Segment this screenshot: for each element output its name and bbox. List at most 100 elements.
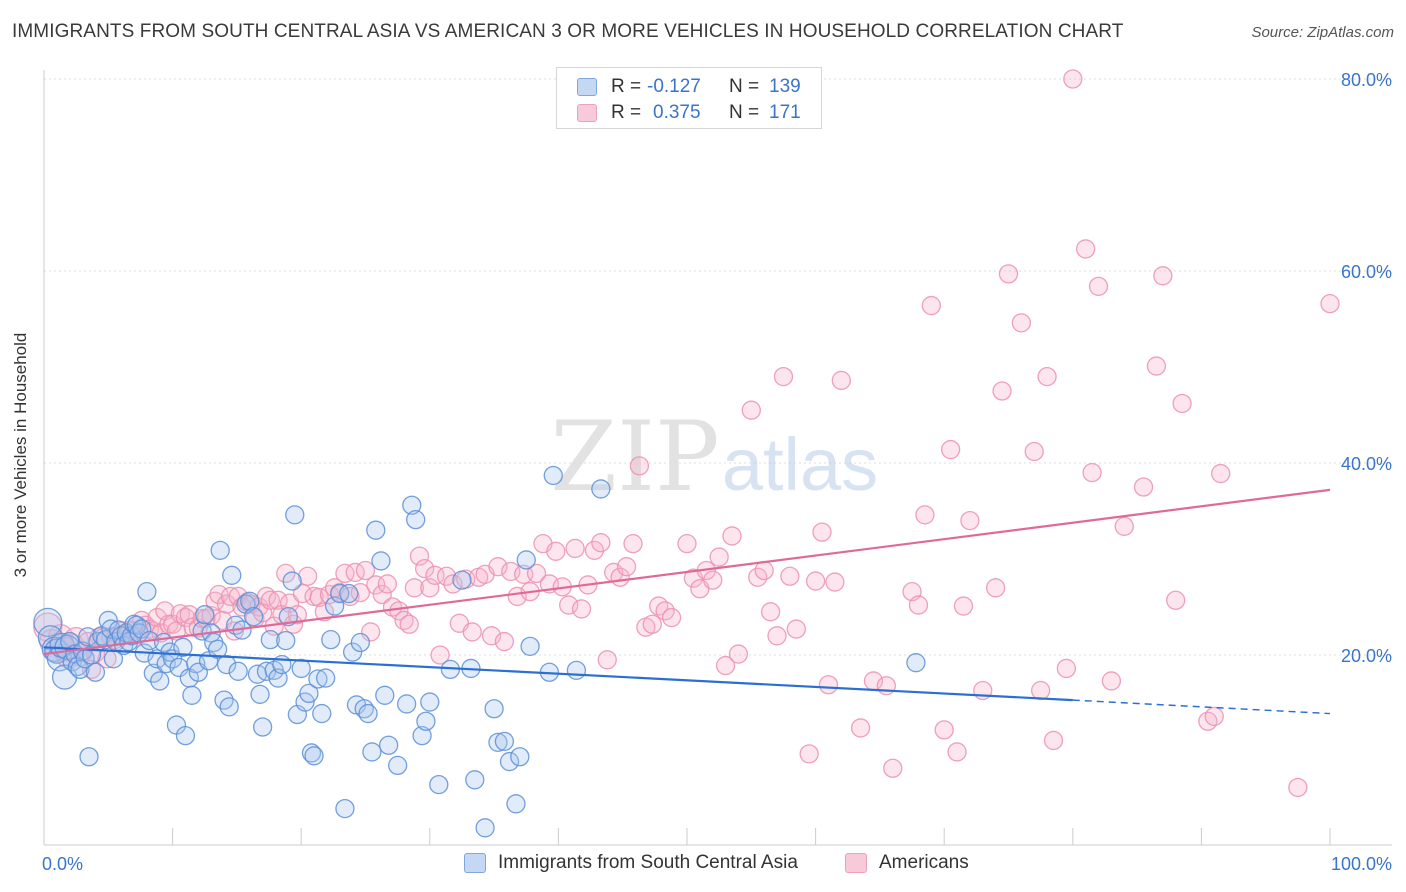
y-tick-label: 20.0% <box>1341 646 1392 666</box>
legend-row-immigrants: R = -0.127 N = 139 <box>577 75 817 101</box>
data-point <box>661 607 682 628</box>
data-point <box>412 725 432 746</box>
data-point <box>250 684 270 705</box>
data-point <box>566 660 587 681</box>
data-point <box>591 533 611 553</box>
data-point <box>452 570 472 590</box>
data-point <box>404 578 425 598</box>
data-point <box>488 732 508 753</box>
legend-row-americans: R = 0.375 N = 171 <box>577 101 817 127</box>
data-point <box>767 626 787 646</box>
data-point <box>571 599 592 619</box>
legend-r-label: R = <box>611 76 642 97</box>
data-point <box>906 653 926 673</box>
data-point <box>276 630 296 651</box>
legend-swatch-blue <box>577 78 597 96</box>
data-point <box>475 818 495 838</box>
y-axis-label: 3 or more Vehicles in Household <box>11 332 30 578</box>
data-point <box>754 560 774 581</box>
data-point <box>312 703 332 724</box>
data-point <box>773 366 794 387</box>
data-point <box>243 606 264 627</box>
data-point <box>921 295 941 316</box>
data-point <box>1146 356 1167 376</box>
data-point <box>436 566 457 586</box>
data-point <box>799 744 819 764</box>
data-point <box>506 794 526 814</box>
data-point <box>484 699 504 719</box>
data-point <box>415 558 435 579</box>
data-point <box>420 692 440 712</box>
data-point <box>1211 463 1231 484</box>
data-point <box>516 550 536 570</box>
trend-line-americans <box>43 488 1331 656</box>
data-point <box>282 571 302 591</box>
data-point <box>182 685 202 705</box>
data-point <box>409 546 430 566</box>
data-point <box>992 381 1012 401</box>
data-point <box>375 685 395 705</box>
data-point <box>940 439 961 460</box>
data-point <box>960 510 980 531</box>
data-point <box>462 622 482 642</box>
data-point <box>786 619 806 639</box>
data-point <box>520 636 540 657</box>
chart-title: IMMIGRANTS FROM SOUTH CENTRAL ASIA VS AM… <box>12 21 1124 42</box>
data-point <box>372 584 392 605</box>
data-point <box>915 505 935 525</box>
data-point <box>324 596 345 616</box>
data-point <box>565 538 585 559</box>
data-point <box>760 602 781 622</box>
data-point <box>883 758 903 778</box>
data-point <box>850 718 871 738</box>
data-point <box>623 533 643 554</box>
data-point <box>1153 266 1173 286</box>
data-point <box>947 742 967 762</box>
data-point <box>335 798 355 819</box>
data-point <box>1076 239 1096 259</box>
data-point <box>584 540 605 561</box>
y-tick-label: 40.0% <box>1341 454 1392 474</box>
data-point <box>831 370 851 391</box>
data-point <box>79 747 99 767</box>
data-point <box>85 662 106 682</box>
data-point <box>722 526 742 546</box>
legend-r-value: -0.127 <box>647 76 701 97</box>
data-point <box>1031 680 1051 701</box>
data-point <box>222 565 242 585</box>
legend-swatch-blue <box>464 853 486 873</box>
y-tick-label: 80.0% <box>1341 70 1392 90</box>
data-point <box>301 743 322 763</box>
data-point <box>998 264 1019 284</box>
data-point <box>299 683 319 704</box>
data-point <box>143 663 163 683</box>
data-point <box>358 703 378 724</box>
data-point <box>67 656 88 677</box>
data-point <box>1043 730 1064 751</box>
data-point <box>741 400 761 420</box>
data-point <box>526 563 547 584</box>
data-point <box>366 520 386 540</box>
data-point <box>494 731 515 752</box>
data-point <box>728 644 749 664</box>
data-point <box>709 547 729 567</box>
data-point <box>252 717 273 737</box>
data-point <box>132 619 152 639</box>
data-point <box>201 605 221 626</box>
correlation-legend: R = -0.127 N = 139 R = 0.375 N = 171 <box>556 67 822 129</box>
data-point <box>1088 276 1109 297</box>
data-point <box>629 456 650 476</box>
data-point <box>1024 441 1044 462</box>
data-point <box>276 563 296 584</box>
data-point <box>355 560 376 581</box>
legend-n-value: 171 <box>769 102 801 123</box>
data-point <box>315 668 336 688</box>
data-point <box>1114 516 1134 537</box>
axes <box>43 70 1392 846</box>
data-point <box>420 578 440 598</box>
data-point <box>543 465 563 486</box>
data-point <box>362 742 382 762</box>
data-point <box>780 566 800 586</box>
data-point <box>137 581 157 602</box>
